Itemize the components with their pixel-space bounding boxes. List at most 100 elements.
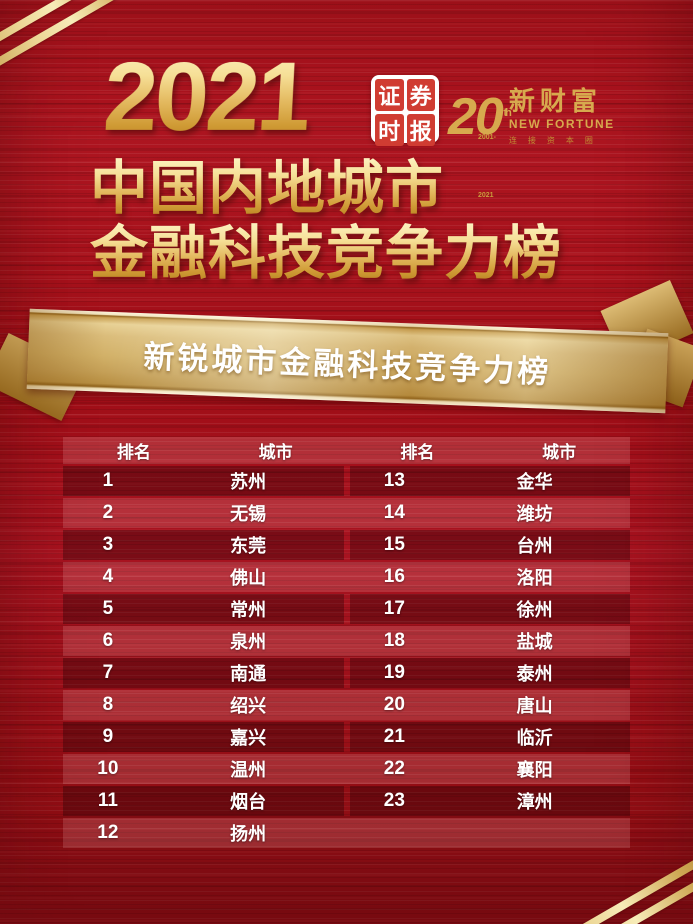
- table-row: 1 苏州 13 金华: [63, 466, 630, 496]
- city-cell: 泰州: [516, 664, 553, 684]
- rank-cell: 19: [383, 662, 405, 683]
- new-fortune-20th-mark: 20 th 2001-2021: [448, 88, 512, 199]
- ranking-table-body: 1 苏州 13 金华 2 无锡 14 潍坊 3 东莞 15 台州 4 佛山 16 洛阳 5 常州 17 徐州 6 泉州 18…: [63, 466, 630, 848]
- main-title-line1: 中国内地城市: [90, 156, 562, 221]
- city-cell: 盐城: [516, 632, 553, 652]
- table-row-left-half: 4 佛山: [63, 562, 344, 592]
- rank-cell: 5: [102, 598, 114, 619]
- city-cell: 常州: [230, 600, 267, 620]
- table-row-right-half: 20 唐山: [350, 690, 631, 720]
- year-heading: 2021: [101, 42, 311, 151]
- corner-stripe-bottom-right-outer: [506, 837, 693, 924]
- table-row-right-half: 15 台州: [349, 530, 630, 560]
- table-row: 2 无锡 14 潍坊: [63, 498, 630, 528]
- anniversary-year-range: 2001-2021: [478, 134, 496, 199]
- table-row-left-half: 12 扬州: [63, 818, 344, 848]
- rank-cell: 15: [383, 534, 405, 555]
- rank-cell: 12: [97, 822, 119, 843]
- ribbon-title: 新锐城市金融科技竞争力榜: [142, 338, 552, 390]
- table-row: 8 绍兴 20 唐山: [63, 690, 630, 720]
- table-row-left-half: 6 泉州: [63, 626, 344, 656]
- rank-cell: 20: [383, 694, 405, 715]
- city-cell: 金华: [516, 472, 553, 492]
- table-row: 11 烟台 23 漳州: [63, 786, 630, 816]
- city-cell: 襄阳: [516, 760, 553, 780]
- securities-times-logo-tile: 证: [375, 79, 404, 111]
- city-cell: 东莞: [230, 536, 267, 556]
- rank-cell: 22: [383, 758, 405, 779]
- city-cell: 台州: [516, 536, 553, 556]
- rank-cell: 9: [102, 726, 114, 747]
- rank-cell: 23: [383, 790, 405, 811]
- table-row-right-half: [350, 818, 631, 848]
- securities-times-logo: 证 券 时 报: [371, 75, 439, 146]
- table-row-left-half: 2 无锡: [63, 498, 344, 528]
- rank-cell: 11: [97, 790, 118, 811]
- table-row: 3 东莞 15 台州: [63, 530, 630, 560]
- column-header-rank: 排名: [116, 443, 151, 462]
- rank-cell: 21: [383, 726, 405, 747]
- column-header-city: 城市: [258, 443, 293, 462]
- table-row-right-half: 16 洛阳: [350, 562, 631, 592]
- securities-times-logo-tile: 报: [406, 114, 435, 146]
- securities-times-logo-tile: 券: [406, 79, 435, 111]
- table-row: 12 扬州: [63, 818, 630, 848]
- table-row-right-half: 17 徐州: [349, 594, 630, 624]
- city-cell: 绍兴: [230, 696, 267, 716]
- column-header-city: 城市: [542, 443, 577, 462]
- table-row: 4 佛山 16 洛阳: [63, 562, 630, 592]
- city-cell: 洛阳: [516, 568, 553, 588]
- table-row-right-half: 19 泰州: [349, 658, 630, 688]
- table-row: 10 温州 22 襄阳: [63, 754, 630, 784]
- rank-cell: 10: [97, 758, 119, 779]
- table-row-right-half: 13 金华: [349, 466, 630, 496]
- anniversary-suffix: th: [503, 107, 512, 119]
- table-row-left-half: 10 温州: [63, 754, 344, 784]
- table-row-right-half: 22 襄阳: [350, 754, 631, 784]
- table-row: 6 泉州 18 盐城: [63, 626, 630, 656]
- city-cell: 温州: [230, 760, 267, 780]
- table-row-right-half: 18 盐城: [350, 626, 631, 656]
- table-row-right-half: 23 漳州: [349, 786, 630, 816]
- rank-cell: 6: [102, 630, 114, 651]
- table-row-right-half: 21 临沂: [349, 722, 630, 752]
- table-row-left-half: 7 南通: [63, 658, 344, 688]
- rank-cell: 13: [383, 470, 405, 491]
- table-row-left-half: 11 烟台: [63, 786, 344, 816]
- rank-cell: [350, 818, 440, 848]
- table-row-left-half: 9 嘉兴: [63, 722, 344, 752]
- rank-cell: 1: [102, 470, 114, 491]
- city-cell: 唐山: [516, 696, 553, 716]
- city-cell: 苏州: [230, 472, 267, 492]
- rank-cell: 18: [383, 630, 405, 651]
- main-title: 中国内地城市 金融科技竞争力榜: [90, 156, 562, 286]
- city-cell: 潍坊: [516, 504, 553, 524]
- rank-cell: 16: [383, 566, 405, 587]
- city-cell: 嘉兴: [230, 728, 267, 748]
- table-row: 9 嘉兴 21 临沂: [63, 722, 630, 752]
- table-row-left-half: 5 常州: [63, 594, 344, 624]
- new-fortune-tagline: 连接资本圈: [508, 136, 604, 145]
- new-fortune-logo: 20 th 2001-2021 新财富 NEW FORTUNE 连接资本圈: [448, 87, 615, 199]
- column-header-rank: 排名: [400, 443, 435, 462]
- rank-cell: 2: [102, 502, 114, 523]
- rank-cell: 17: [383, 598, 405, 619]
- table-row: 5 常州 17 徐州: [63, 594, 630, 624]
- table-row-left-half: 8 绍兴: [63, 690, 344, 720]
- new-fortune-name-en: NEW FORTUNE: [508, 117, 615, 131]
- new-fortune-name-cn: 新财富: [508, 87, 602, 117]
- city-cell: 无锡: [230, 504, 267, 524]
- rank-cell: 7: [102, 662, 114, 683]
- table-row-left-half: 1 苏州: [63, 466, 344, 496]
- rank-cell: 3: [102, 534, 114, 555]
- table-row-right-half: 14 潍坊: [350, 498, 631, 528]
- city-cell: 烟台: [230, 792, 267, 812]
- table-row: 7 南通 19 泰州: [63, 658, 630, 688]
- city-cell: 临沂: [516, 728, 553, 748]
- table-header: 排名 城市 排名 城市: [63, 437, 630, 464]
- ribbon-band: 新锐城市金融科技竞争力榜: [26, 308, 669, 414]
- rank-cell: 4: [102, 566, 114, 587]
- ranking-table: 排名 城市 排名 城市 1 苏州 13 金华 2 无锡 14 潍坊 3 东莞 15 台州 4 佛山 16 洛阳…: [63, 437, 630, 850]
- table-row-left-half: 3 东莞: [63, 530, 344, 560]
